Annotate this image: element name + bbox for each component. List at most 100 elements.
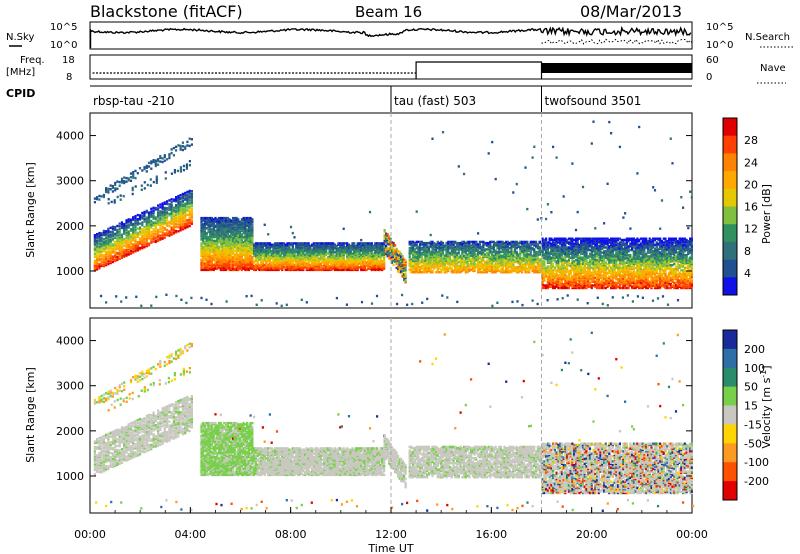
heatmap-cell (132, 224, 135, 227)
heatmap-cell (400, 266, 403, 269)
heatmap-cell (157, 207, 160, 210)
heatmap-cell (190, 204, 193, 208)
heatmap-cell (454, 260, 457, 264)
heatmap-cell (284, 243, 287, 246)
heatmap-cell (102, 265, 105, 268)
heatmap-cell (379, 268, 382, 272)
heatmap-cell (172, 228, 175, 231)
heatmap-cell (111, 190, 114, 193)
heatmap-cell (170, 151, 173, 155)
heatmap-cell (340, 246, 343, 249)
heatmap-cell (272, 256, 275, 259)
heatmap-cell (223, 216, 226, 220)
heatmap-cell (212, 267, 215, 270)
heatmap-cell (422, 241, 425, 245)
heatmap-cell (244, 218, 247, 221)
heatmap-cell (295, 268, 298, 272)
heatmap-cell (499, 243, 503, 246)
heatmap-cell (239, 263, 242, 267)
heatmap-cell (102, 256, 105, 260)
heatmap-cell (152, 228, 155, 231)
heatmap-cell (314, 266, 317, 269)
heatmap-cell (179, 223, 182, 227)
heatmap-cell (468, 245, 471, 249)
heatmap-cell (172, 198, 175, 201)
heatmap-cell (356, 268, 359, 272)
heatmap-cell (223, 232, 226, 235)
heatmap-cell (485, 252, 488, 255)
heatmap-cell (344, 252, 347, 255)
heatmap-cell (118, 234, 121, 237)
heatmap-cell (489, 262, 492, 265)
heatmap-cell (129, 228, 133, 231)
heatmap-cell (224, 253, 228, 256)
heatmap-cell (235, 257, 238, 260)
heatmap-cell (217, 238, 221, 241)
heatmap-cell (464, 244, 467, 247)
heatmap-cell (524, 267, 527, 270)
heatmap-cell (471, 257, 474, 260)
heatmap-cell (179, 219, 182, 222)
heatmap-cell (114, 244, 117, 248)
heatmap-cell (175, 209, 178, 212)
heatmap-cell (420, 240, 423, 244)
heatmap-cell (123, 255, 126, 258)
heatmap-cell (404, 272, 407, 276)
heatmap-cell (275, 246, 279, 249)
heatmap-cell (163, 218, 166, 222)
heatmap-cell (342, 256, 345, 259)
heatmap-cell (498, 262, 501, 265)
heatmap-cell (181, 226, 184, 230)
heatmap-cell (107, 202, 110, 205)
heatmap-cell (267, 252, 270, 255)
heatmap-cell (181, 222, 184, 225)
heatmap-cell (417, 257, 420, 260)
heatmap-cell (200, 224, 203, 227)
heatmap-cell (212, 249, 215, 253)
heatmap-cell (239, 256, 242, 259)
heatmap-cell (319, 248, 322, 251)
heatmap-cell (235, 218, 238, 221)
heatmap-cell (138, 215, 142, 218)
heatmap-cell (475, 247, 478, 250)
heatmap-cell (508, 243, 511, 246)
heatmap-cell (228, 266, 231, 269)
heatmap-cell (319, 246, 322, 249)
heatmap-cell (339, 246, 342, 249)
heatmap-cell (519, 240, 522, 244)
heatmap-cell (386, 248, 389, 251)
heatmap-cell (100, 262, 103, 265)
heatmap-cell (482, 252, 485, 255)
heatmap-cell (496, 259, 499, 262)
heatmap-cell (237, 244, 240, 248)
heatmap-cell (134, 169, 137, 173)
heatmap-cell (209, 218, 212, 221)
heatmap-cell (224, 257, 228, 260)
heatmap-cell (116, 242, 119, 245)
heatmap-cell (529, 267, 532, 270)
heatmap-cell (517, 260, 520, 264)
heatmap-cell (249, 227, 252, 230)
heatmap-cell (111, 225, 114, 228)
heatmap-cell (203, 234, 207, 237)
heatmap-cell (157, 158, 160, 161)
heatmap-cell (360, 257, 363, 260)
heatmap-cell (157, 159, 160, 163)
heatmap-cell (337, 252, 340, 255)
heatmap-cell (214, 266, 217, 269)
heatmap-cell (228, 239, 231, 243)
heatmap-cell (200, 252, 203, 255)
heatmap-cell (265, 268, 268, 272)
heatmap-cell (157, 228, 160, 232)
heatmap-cell (93, 239, 96, 242)
heatmap-cell (249, 242, 252, 245)
heatmap-cell (161, 218, 164, 221)
heatmap-cell (200, 232, 203, 235)
heatmap-cell (210, 263, 214, 267)
heatmap-cell (219, 235, 222, 239)
heatmap-cell (520, 260, 524, 264)
heatmap-cell (168, 207, 171, 210)
heatmap-cell (159, 230, 162, 233)
heatmap-cell (365, 261, 368, 264)
heatmap-cell (309, 248, 312, 251)
